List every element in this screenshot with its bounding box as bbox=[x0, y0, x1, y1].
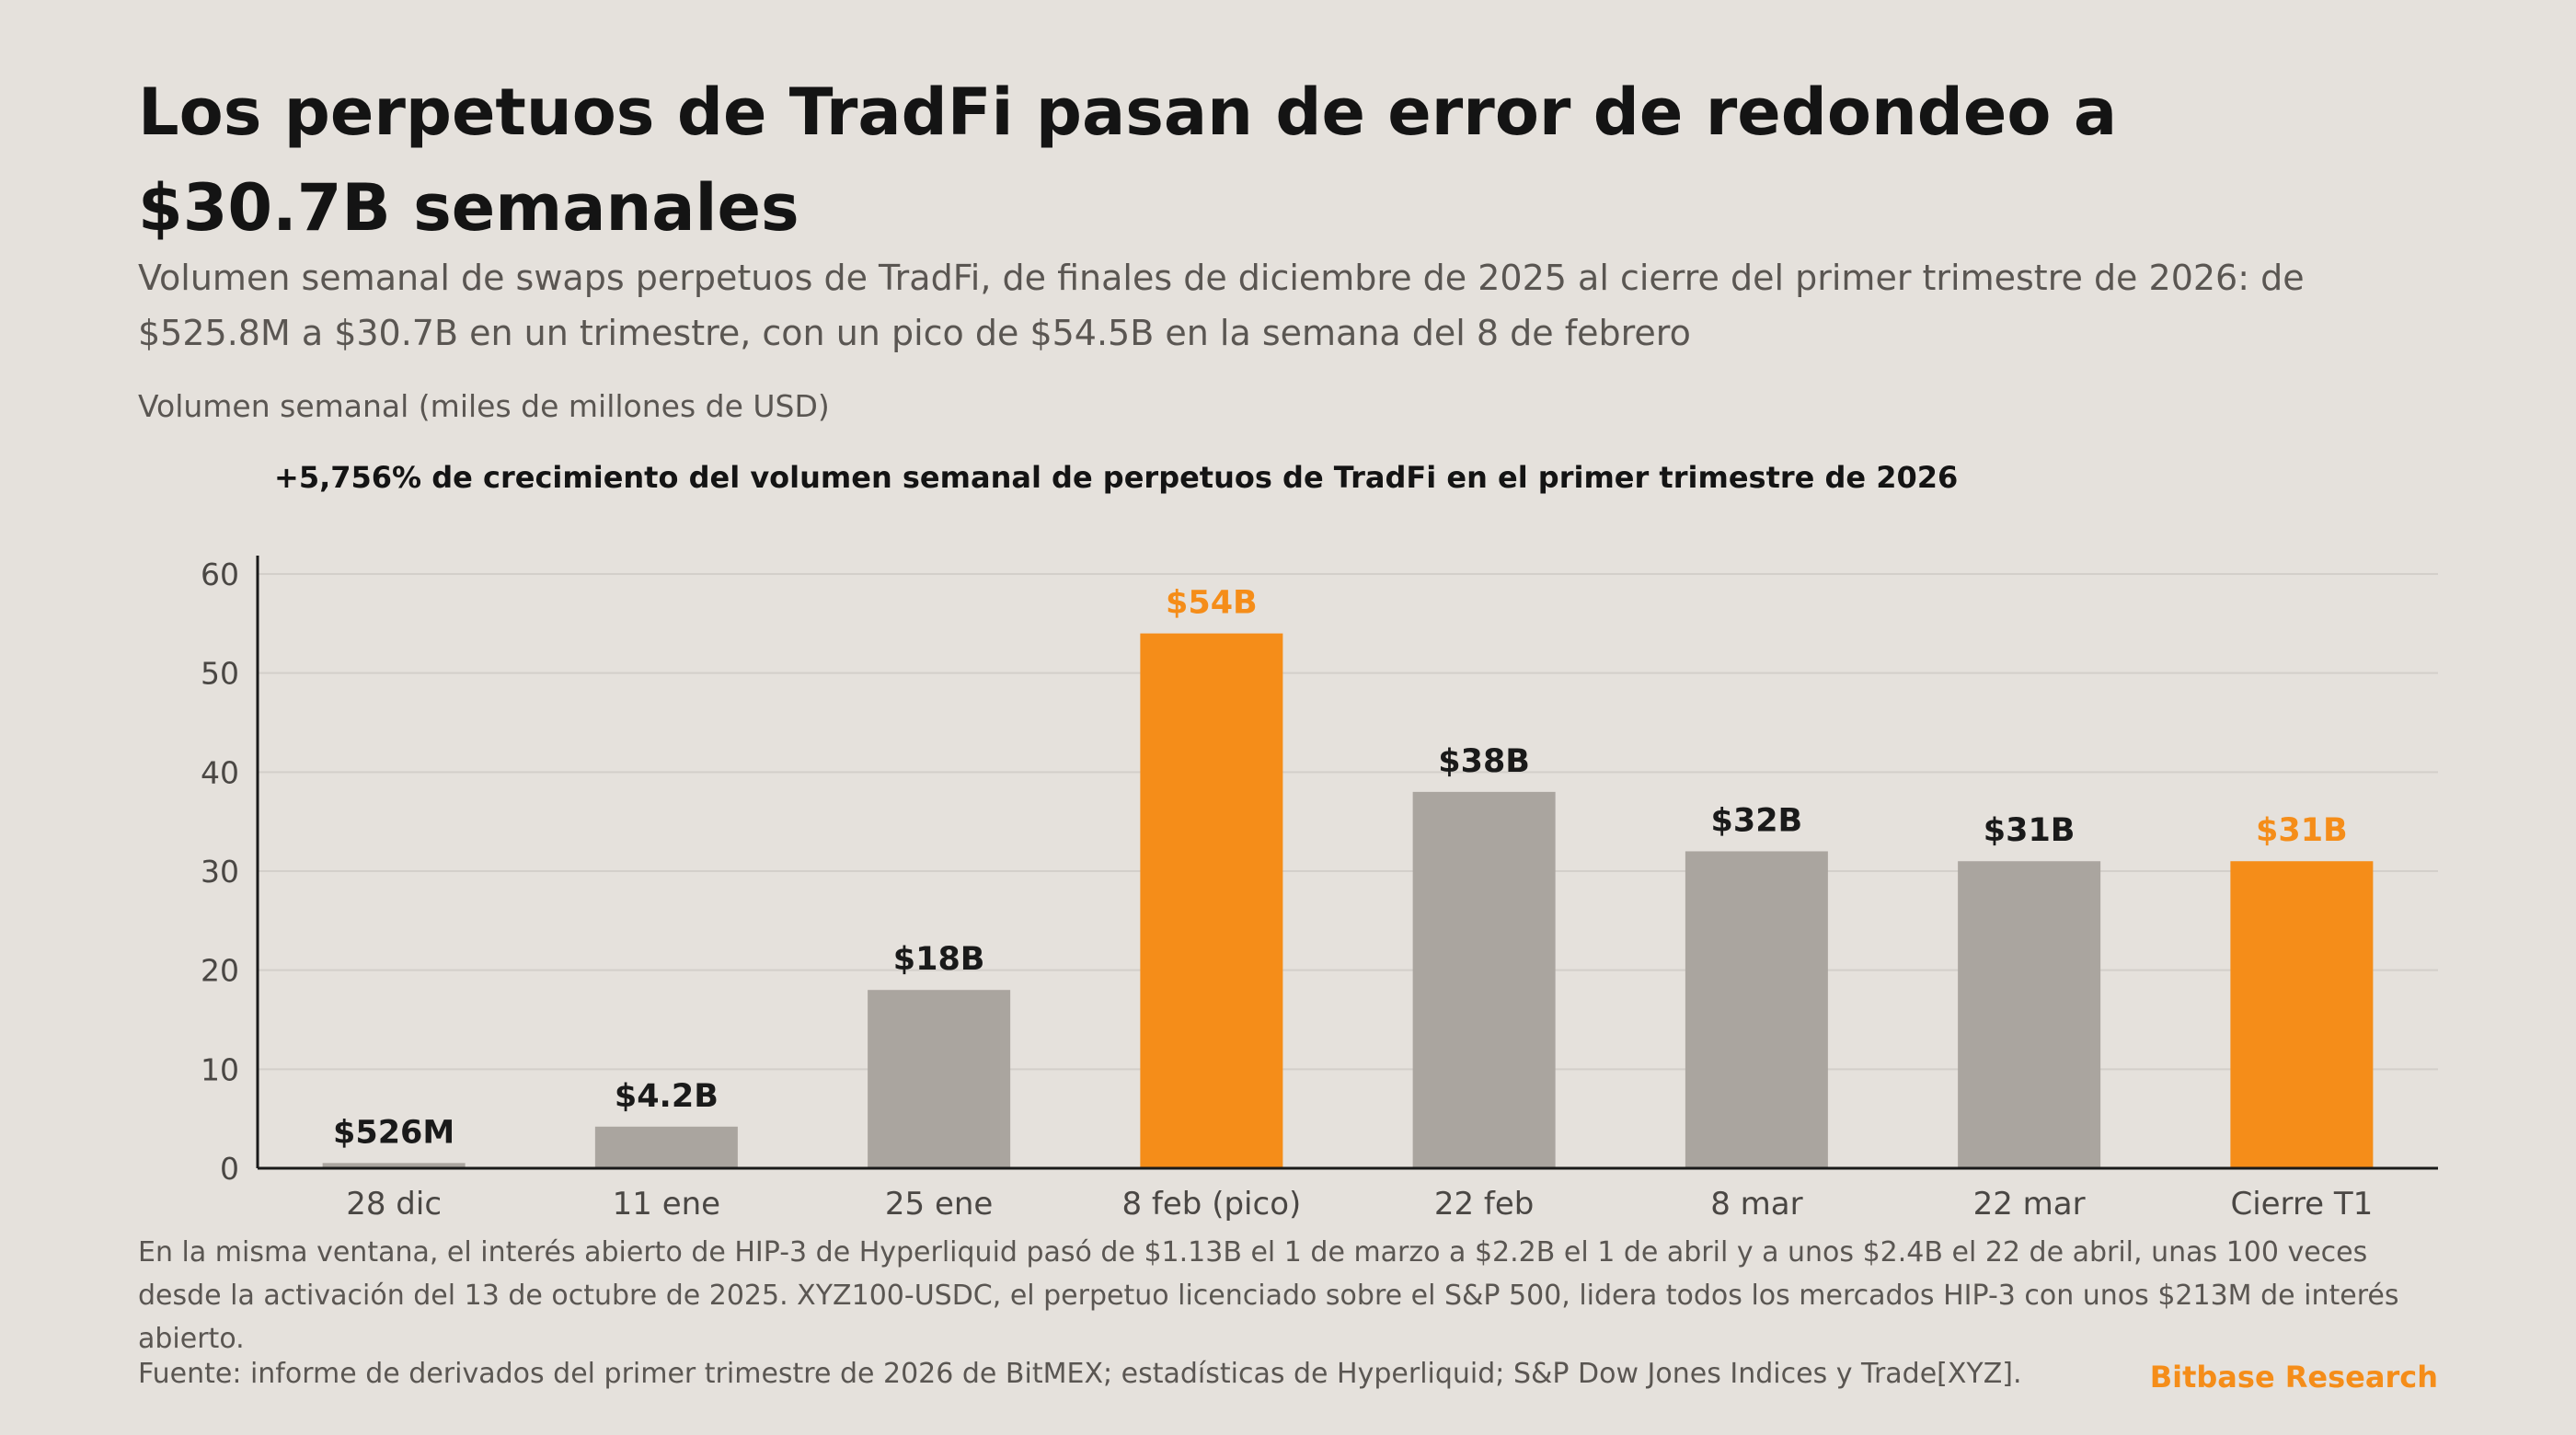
y-tick-label: 10 bbox=[201, 1051, 239, 1087]
bar-value-label: $31B bbox=[1984, 812, 2076, 849]
chart-title: +5,756% de crecimiento del volumen seman… bbox=[274, 460, 1959, 495]
x-tick-label: 8 feb (pico) bbox=[1121, 1186, 1301, 1223]
bar-value-label: $31B bbox=[2256, 812, 2348, 849]
x-tick-label: 25 ene bbox=[885, 1186, 993, 1223]
bar-value-label: $38B bbox=[1438, 743, 1530, 780]
y-tick-label: 40 bbox=[201, 754, 239, 790]
x-tick-label: 11 ene bbox=[613, 1186, 720, 1223]
x-tick-label: 28 dic bbox=[346, 1186, 442, 1223]
bar bbox=[1140, 633, 1283, 1168]
brand-logo-text: Bitbase Research bbox=[2149, 1360, 2438, 1395]
y-tick-label: 20 bbox=[201, 953, 239, 989]
y-tick-label: 50 bbox=[201, 656, 239, 692]
bar-value-label: $4.2B bbox=[615, 1078, 719, 1115]
footnote: En la misma ventana, el interés abierto … bbox=[138, 1236, 2399, 1355]
bar-value-label: $54B bbox=[1166, 585, 1258, 622]
x-tick-label: Cierre T1 bbox=[2230, 1186, 2373, 1223]
bar bbox=[1958, 861, 2101, 1168]
source-text: Fuente: informe de derivados del primer … bbox=[138, 1358, 2022, 1390]
y-tick-label: 60 bbox=[201, 557, 239, 592]
subtitle: Volumen semanal de swaps perpetuos de Tr… bbox=[138, 258, 2305, 353]
x-tick-label: 22 mar bbox=[1973, 1186, 2086, 1223]
x-tick-label: 8 mar bbox=[1710, 1186, 1802, 1223]
bar-value-label: $32B bbox=[1711, 802, 1803, 839]
bar bbox=[1412, 791, 1556, 1168]
y-tick-label: 30 bbox=[201, 854, 239, 890]
bar bbox=[594, 1126, 738, 1168]
y-tick-label: 0 bbox=[220, 1151, 239, 1187]
bar-value-label: $18B bbox=[893, 941, 985, 978]
bar bbox=[322, 1163, 466, 1168]
bar bbox=[1685, 851, 1828, 1168]
y-axis-caption: Volumen semanal (miles de millones de US… bbox=[138, 388, 830, 424]
x-tick-label: 22 feb bbox=[1434, 1186, 1535, 1223]
bar bbox=[2230, 861, 2374, 1168]
bar-value-label: $526M bbox=[333, 1114, 454, 1151]
page-title: Los perpetuos de TradFi pasan de error d… bbox=[138, 75, 2118, 246]
bar bbox=[868, 990, 1011, 1168]
